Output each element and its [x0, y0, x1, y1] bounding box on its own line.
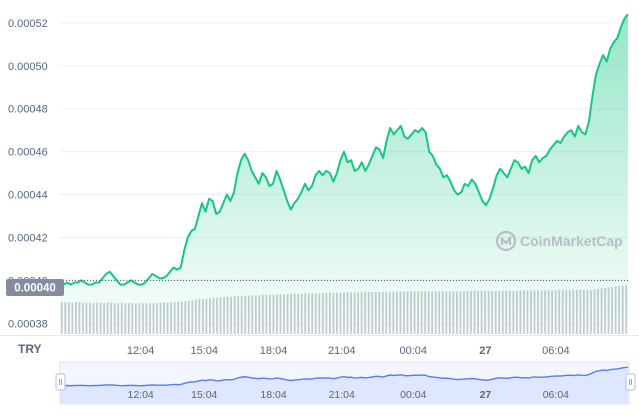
- navigator-left-handle[interactable]: [55, 373, 66, 391]
- y-tick-label: 0.00046: [8, 147, 48, 159]
- current-price-label: 0.00040: [14, 283, 56, 295]
- x-axis-labels: 12:04 15:04 18:04 21:04 00:04 27 06:04: [127, 345, 570, 357]
- current-price-tag: 0.00040: [6, 279, 64, 296]
- x-tick-label: 27: [479, 345, 491, 357]
- navigator-tick-label: 27: [480, 389, 492, 401]
- y-tick-label: 0.00044: [8, 190, 48, 202]
- navigator-tick-label: 12:04: [128, 389, 154, 401]
- navigator-labels: 12:04 15:04 18:04 21:04 00:04 27 06:04: [128, 389, 570, 401]
- y-tick-label: 0.00048: [8, 104, 48, 116]
- navigator-line: [60, 366, 629, 387]
- x-tick-label: 21:04: [328, 345, 356, 357]
- coinmarketcap-logo-icon: [495, 230, 517, 252]
- y-tick-label: 0.00042: [8, 232, 48, 244]
- current-price-tag-bg: [6, 279, 64, 296]
- x-tick-label: 00:04: [400, 345, 428, 357]
- x-tick-label: 15:04: [191, 345, 219, 357]
- navigator-tick-label: 00:04: [400, 389, 426, 401]
- navigator-tick-label: 18:04: [260, 389, 286, 401]
- price-line: [60, 13, 629, 286]
- y-axis-labels: 0.00052 0.00050 0.00048 0.00046 0.00044 0.000…: [8, 18, 48, 330]
- x-tick-label: 18:04: [260, 345, 288, 357]
- price-area: [60, 14, 628, 334]
- y-tick-label: 0.00050: [8, 61, 48, 73]
- watermark: CoinMarketCap: [495, 230, 623, 252]
- watermark-text: CoinMarketCap: [520, 233, 623, 249]
- navigator-area: [60, 367, 628, 403]
- y-tick-label: 0.00038: [8, 318, 48, 330]
- currency-label: TRY: [18, 342, 42, 356]
- x-tick-label: 06:04: [542, 345, 570, 357]
- y-tick-label: 0.00052: [8, 18, 48, 30]
- range-navigator[interactable]: 12:04 15:04 18:04 21:04 00:04 27 06:04: [55, 361, 636, 405]
- navigator-tick-label: 06:04: [543, 389, 569, 401]
- navigator-tick-label: 15:04: [191, 389, 217, 401]
- navigator-right-handle[interactable]: [625, 373, 636, 391]
- navigator-tick-label: 21:04: [329, 389, 355, 401]
- x-tick-label: 12:04: [127, 345, 155, 357]
